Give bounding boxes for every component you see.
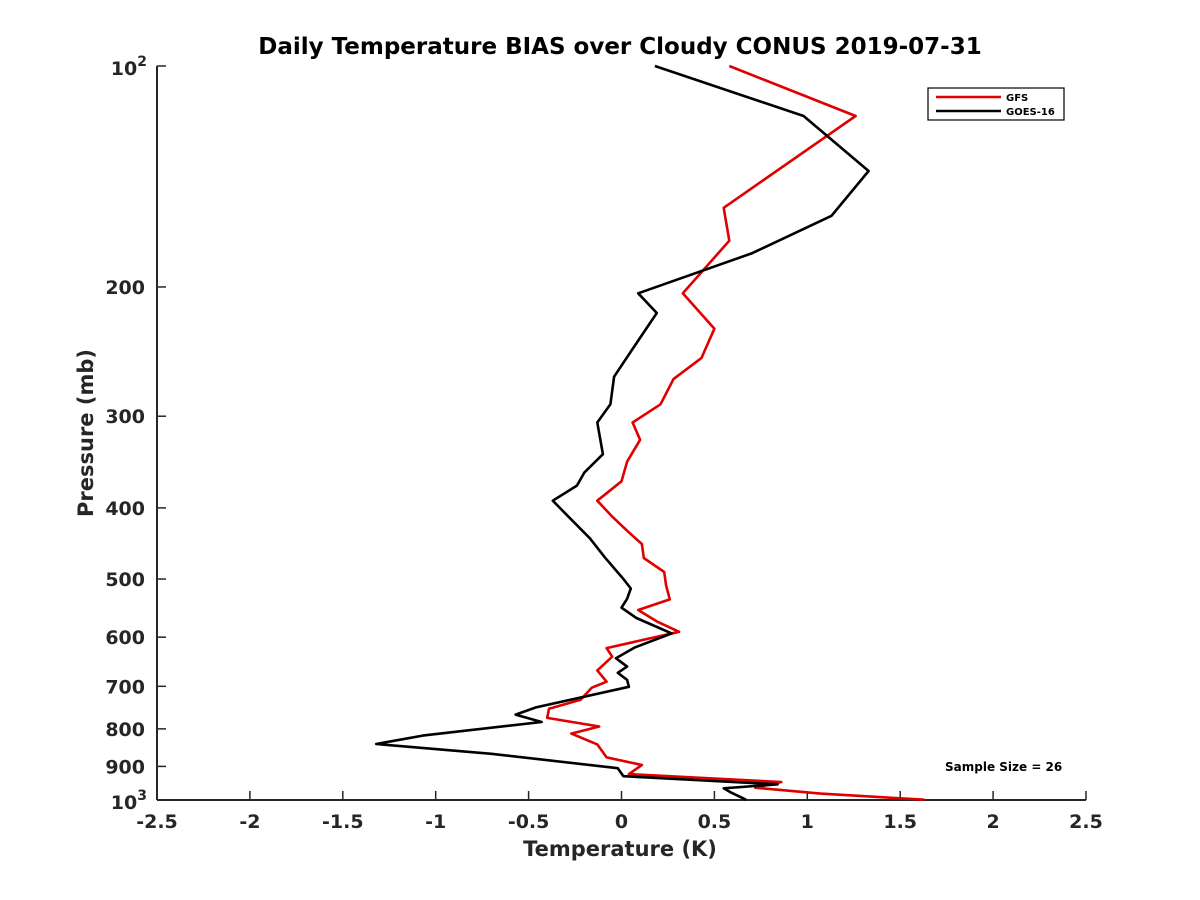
y-tick-label: 700: [105, 676, 145, 698]
y-tick-label: 600: [105, 627, 145, 649]
x-tick-label: 2.5: [1069, 811, 1103, 833]
y-axis-title: Pressure (mb): [74, 349, 98, 517]
x-tick-label: 0: [615, 811, 628, 833]
plot-lines: [374, 64, 925, 801]
chart-title: Daily Temperature BIAS over Cloudy CONUS…: [258, 34, 981, 60]
y-tick-label: 900: [105, 756, 145, 778]
legend-label: GFS: [1006, 93, 1028, 104]
y-tick-label: 102: [111, 54, 147, 80]
y-tick-label: 400: [105, 498, 145, 520]
legend-box: [927, 87, 1065, 121]
legend-label: GOES-16: [1006, 107, 1055, 118]
y-tick-label: 500: [105, 569, 145, 591]
x-tick-label: 2: [986, 811, 999, 833]
y-tick-label: 800: [105, 719, 145, 741]
y-tick-label: 300: [105, 406, 145, 428]
x-axis-title: Temperature (K): [523, 837, 717, 861]
x-tick-label: 1: [801, 811, 814, 833]
y-tick-label: 103: [111, 788, 147, 814]
x-tick-label: -0.5: [508, 811, 550, 833]
x-tick-label: -2.5: [136, 811, 178, 833]
axes: -2.5 -2 -1.5 -1 -0.5 0 0.5 1 1.5 2 2.5 102 200 300 400…: [105, 54, 1103, 833]
x-tick-label: -1: [425, 811, 446, 833]
sample-size-annotation: Sample Size = 26: [945, 760, 1062, 774]
y-tick-label: 200: [105, 277, 145, 299]
x-tick-label: -1.5: [322, 811, 364, 833]
series-line-goes-16: [374, 64, 870, 801]
x-tick-label: 1.5: [883, 811, 917, 833]
legend: GFS GOES-16: [927, 87, 1065, 121]
x-tick-label: -2: [239, 811, 260, 833]
series-line-gfs: [545, 64, 925, 801]
x-tick-label: 0.5: [698, 811, 732, 833]
